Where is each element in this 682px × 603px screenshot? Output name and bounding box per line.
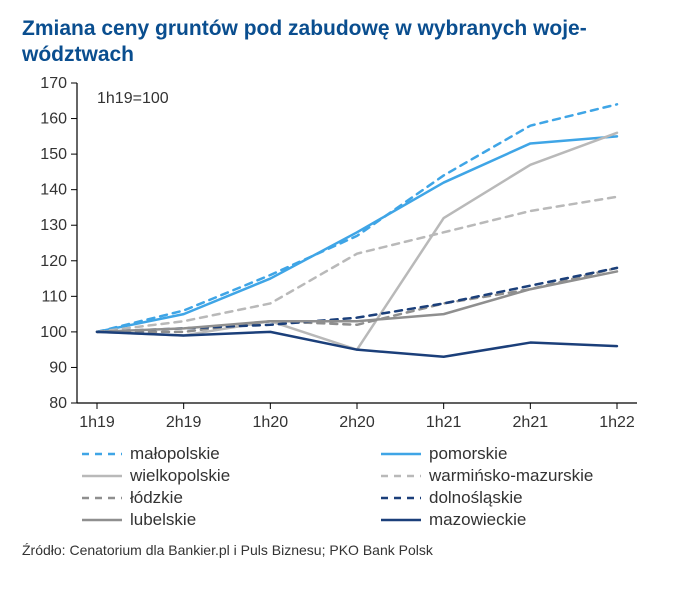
legend-item: małopolskie xyxy=(82,444,361,464)
svg-text:100: 100 xyxy=(40,323,67,340)
legend-label: lubelskie xyxy=(130,510,196,530)
legend-label: łódzkie xyxy=(130,488,183,508)
svg-text:150: 150 xyxy=(40,146,67,163)
legend-swatch xyxy=(381,492,421,504)
chart-svg: 80 90 100 110 120 130 140 150 160 170 1h19 2h19 1h20… xyxy=(22,77,647,433)
legend-item: wielkopolskie xyxy=(82,466,361,486)
legend-item: łódzkie xyxy=(82,488,361,508)
svg-text:1h22: 1h22 xyxy=(599,414,635,431)
legend-item: warmińsko-mazurskie xyxy=(381,466,660,486)
svg-text:1h19=100: 1h19=100 xyxy=(97,90,169,107)
legend-swatch xyxy=(82,492,122,504)
legend-item: mazowieckie xyxy=(381,510,660,530)
svg-text:170: 170 xyxy=(40,77,67,92)
svg-text:1h20: 1h20 xyxy=(253,414,289,431)
svg-text:2h19: 2h19 xyxy=(166,414,202,431)
svg-text:1h21: 1h21 xyxy=(426,414,462,431)
legend-swatch xyxy=(82,448,122,460)
source-text: Źródło: Cenatorium dla Bankier.pl i Puls… xyxy=(22,542,660,558)
legend: małopolskie pomorskie wielkopolskie warmińs… xyxy=(22,444,660,530)
legend-swatch xyxy=(381,448,421,460)
svg-text:160: 160 xyxy=(40,110,67,127)
chart-title: Zmiana ceny gruntów pod zabudowę w wybra… xyxy=(22,16,660,69)
svg-text:120: 120 xyxy=(40,252,67,269)
legend-label: małopolskie xyxy=(130,444,220,464)
legend-label: dolnośląskie xyxy=(429,488,523,508)
svg-text:1h19: 1h19 xyxy=(79,414,115,431)
legend-label: mazowieckie xyxy=(429,510,526,530)
svg-text:140: 140 xyxy=(40,181,67,198)
legend-swatch xyxy=(82,514,122,526)
legend-item: lubelskie xyxy=(82,510,361,530)
legend-swatch xyxy=(381,514,421,526)
svg-text:90: 90 xyxy=(49,359,67,376)
line-chart: 80 90 100 110 120 130 140 150 160 170 1h19 2h19 1h20… xyxy=(22,77,660,438)
svg-text:130: 130 xyxy=(40,217,67,234)
legend-item: pomorskie xyxy=(381,444,660,464)
legend-label: warmińsko-mazurskie xyxy=(429,466,593,486)
svg-text:2h21: 2h21 xyxy=(513,414,549,431)
svg-text:2h20: 2h20 xyxy=(339,414,375,431)
svg-text:110: 110 xyxy=(41,288,67,305)
legend-item: dolnośląskie xyxy=(381,488,660,508)
legend-label: wielkopolskie xyxy=(130,466,230,486)
svg-text:80: 80 xyxy=(49,395,67,412)
legend-label: pomorskie xyxy=(429,444,507,464)
legend-swatch xyxy=(381,470,421,482)
legend-swatch xyxy=(82,470,122,482)
